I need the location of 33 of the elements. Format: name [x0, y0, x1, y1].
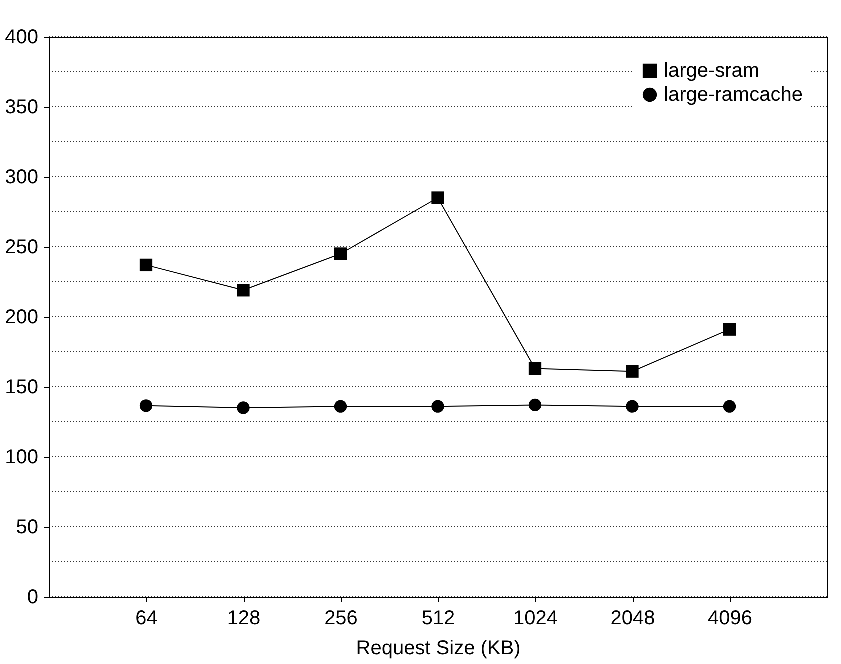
y-tick-label: 0 — [27, 586, 38, 608]
y-tick-label: 400 — [5, 26, 38, 48]
point — [334, 400, 348, 413]
y-tick-label: 300 — [5, 166, 38, 188]
point — [723, 400, 736, 413]
point — [140, 258, 153, 272]
x-tick-label: 4096 — [708, 608, 752, 630]
y-tick-label: 50 — [16, 516, 38, 538]
x-tick-label: 64 — [136, 608, 158, 630]
point — [334, 248, 348, 260]
y-tick-label: 250 — [5, 236, 38, 258]
point — [237, 284, 250, 297]
point — [237, 402, 250, 414]
point — [723, 323, 736, 336]
point — [528, 398, 542, 412]
x-tick-label: 512 — [422, 608, 456, 630]
legend-label: large-sram — [664, 60, 760, 82]
x-tick-label: 256 — [324, 608, 358, 630]
point — [626, 400, 639, 413]
y-tick-label: 100 — [5, 446, 38, 468]
point — [140, 400, 153, 412]
point — [432, 192, 444, 204]
y-tick-label: 200 — [5, 306, 38, 328]
point — [432, 400, 444, 413]
y-tick-label: 150 — [5, 376, 38, 398]
point — [626, 365, 639, 378]
legend-label: large-ramcache — [664, 84, 803, 106]
point — [528, 362, 542, 376]
x-axis-title: Request Size (KB) — [356, 638, 521, 660]
y-tick-label: 350 — [5, 96, 38, 118]
x-tick-label: 1024 — [514, 608, 558, 630]
x-tick-label: 2048 — [610, 608, 656, 630]
x-tick-label: 128 — [227, 608, 261, 630]
